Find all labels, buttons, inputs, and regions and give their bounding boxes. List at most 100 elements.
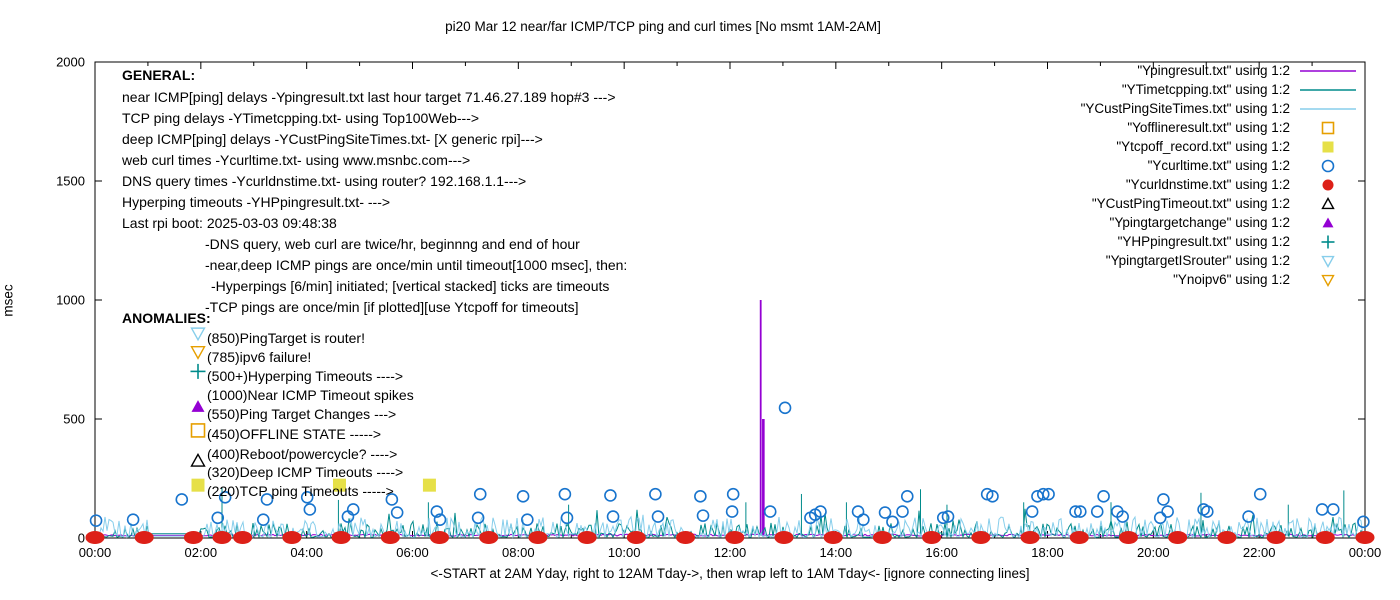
circle-open-marker	[471, 511, 485, 525]
x-tick-label: 00:00	[1349, 545, 1382, 560]
circle-open-marker	[986, 490, 999, 503]
circle-open-marker	[211, 511, 225, 525]
circle-open-marker	[763, 505, 777, 518]
series-YCustPingSiteTimestxt	[94, 513, 1366, 540]
x-tick-label: 12:00	[714, 545, 747, 560]
ellipse-filled-marker	[872, 531, 892, 545]
circle-open-marker	[89, 514, 103, 527]
circle-open-marker	[558, 487, 572, 501]
anomaly-line: (785)ipv6 failure!	[207, 349, 312, 365]
anomaly-line: (850)PingTarget is router!	[207, 330, 365, 346]
circle-open-marker	[1201, 505, 1214, 518]
x-tick-label: 18:00	[1031, 545, 1064, 560]
y-tick-label: 500	[63, 412, 85, 427]
circle-open-marker	[851, 505, 865, 518]
circle-open-marker	[1074, 505, 1087, 518]
circle-open-marker	[256, 513, 270, 526]
ellipse-filled-marker	[626, 531, 646, 545]
circle-open-marker	[521, 513, 534, 526]
circle-open-marker	[430, 505, 444, 518]
legend-label: "Ytcpoff_record.txt" using 1:2	[1116, 139, 1290, 154]
circle-open-marker	[1357, 515, 1370, 529]
ellipse-filled-marker	[1217, 531, 1237, 545]
circle-open-marker	[1097, 490, 1110, 503]
circle-open-marker	[385, 493, 399, 506]
ellipse-filled-marker	[971, 531, 991, 545]
triangle-down-open-marker	[190, 327, 206, 342]
general-line: DNS query times -Ycurldnstime.txt- using…	[122, 173, 527, 189]
general-line: -DNS query, web curl are twice/hr, begin…	[205, 236, 580, 252]
chart-title: pi20 Mar 12 near/far ICMP/TCP ping and c…	[445, 19, 881, 34]
circle-open-marker	[886, 515, 899, 529]
ellipse-filled-marker	[331, 531, 351, 545]
general-line: TCP ping delays -YTimetcpping.txt- using…	[122, 110, 480, 126]
ellipse-filled-marker	[429, 531, 449, 545]
legend-label: "Ypingtargetchange" using 1:2	[1109, 215, 1290, 230]
circle-open-marker	[649, 487, 662, 501]
general-line: web curl times -Ycurltime.txt- using www…	[122, 152, 471, 168]
y-tick-label: 1000	[56, 293, 85, 308]
circle-open-marker	[726, 487, 740, 501]
circle-open-marker	[1116, 510, 1129, 523]
circle-open-marker	[604, 489, 617, 502]
circle-open-marker	[300, 491, 314, 504]
triangle-down-open-marker	[1321, 255, 1335, 268]
circle-open-marker	[126, 513, 140, 526]
circle-open-marker	[896, 505, 909, 518]
circle-open-marker	[260, 493, 274, 506]
general-line: Last rpi boot: 2025-03-03 09:48:38	[122, 215, 337, 231]
circle-open-marker	[560, 511, 574, 525]
ellipse-filled-marker	[282, 531, 302, 545]
legend-label: "YCustPingTimeout.txt" using 1:2	[1091, 196, 1290, 211]
legend-label: "Ycurltime.txt" using 1:2	[1147, 158, 1290, 173]
circle-open-marker	[1069, 505, 1082, 518]
triangle-up-filled-marker	[1322, 217, 1334, 228]
circle-open-marker	[1042, 487, 1055, 501]
series-YTimetcppingtxt	[94, 508, 1366, 540]
square-filled-marker	[1322, 141, 1334, 153]
x-tick-label: 02:00	[185, 545, 218, 560]
circle-open-marker	[878, 506, 892, 519]
square-filled-marker	[422, 478, 436, 492]
ellipse-filled-marker	[479, 531, 499, 545]
x-tick-label: 16:00	[925, 545, 958, 560]
circle-open-marker	[303, 503, 317, 516]
legend-label: "YHPpingresult.txt" using 1:2	[1117, 234, 1290, 249]
circle-open-marker	[1321, 159, 1335, 173]
circle-filled-marker	[1322, 179, 1334, 191]
triangle-down-open-marker	[1321, 274, 1335, 287]
circle-open-marker	[1315, 503, 1329, 516]
circle-open-marker	[606, 510, 620, 523]
y-axis-label: msec	[0, 284, 16, 317]
ellipse-filled-marker	[676, 531, 696, 545]
y-tick-label: 2000	[56, 55, 85, 70]
x-tick-label: 14:00	[820, 545, 853, 560]
square-filled-marker	[332, 478, 346, 492]
ellipse-filled-marker	[1118, 531, 1138, 545]
circle-open-marker	[516, 490, 530, 503]
circle-open-marker	[473, 487, 487, 501]
ellipse-filled-marker	[922, 531, 942, 545]
general-line: -TCP pings are once/min [if plotted][use…	[205, 299, 579, 315]
circle-open-marker	[857, 513, 870, 526]
ellipse-filled-marker	[134, 531, 154, 545]
circle-open-marker	[814, 505, 827, 518]
ellipse-filled-marker	[1020, 531, 1040, 545]
anomaly-line: (500+)Hyperping Timeouts ---->	[207, 368, 404, 384]
anomaly-line: (1000)Near ICMP Timeout spikes	[207, 387, 414, 403]
general-line: deep ICMP[ping] delays -YCustPingSiteTim…	[122, 131, 543, 147]
triangle-up-filled-marker	[191, 400, 205, 412]
square-open-marker	[1321, 121, 1335, 135]
circle-open-marker	[941, 510, 955, 523]
circle-open-marker	[936, 511, 950, 525]
circle-open-marker	[390, 506, 404, 519]
general-heading: GENERAL:	[122, 67, 196, 83]
ellipse-filled-marker	[823, 531, 843, 545]
circle-open-marker	[651, 510, 665, 523]
circle-open-marker	[1157, 493, 1170, 506]
circle-open-marker	[346, 503, 360, 516]
circle-open-marker	[696, 509, 710, 522]
anomaly-line: (220)TCP ping Timeouts ----->	[207, 483, 394, 499]
legend-label: "Yofflineresult.txt" using 1:2	[1127, 120, 1290, 135]
